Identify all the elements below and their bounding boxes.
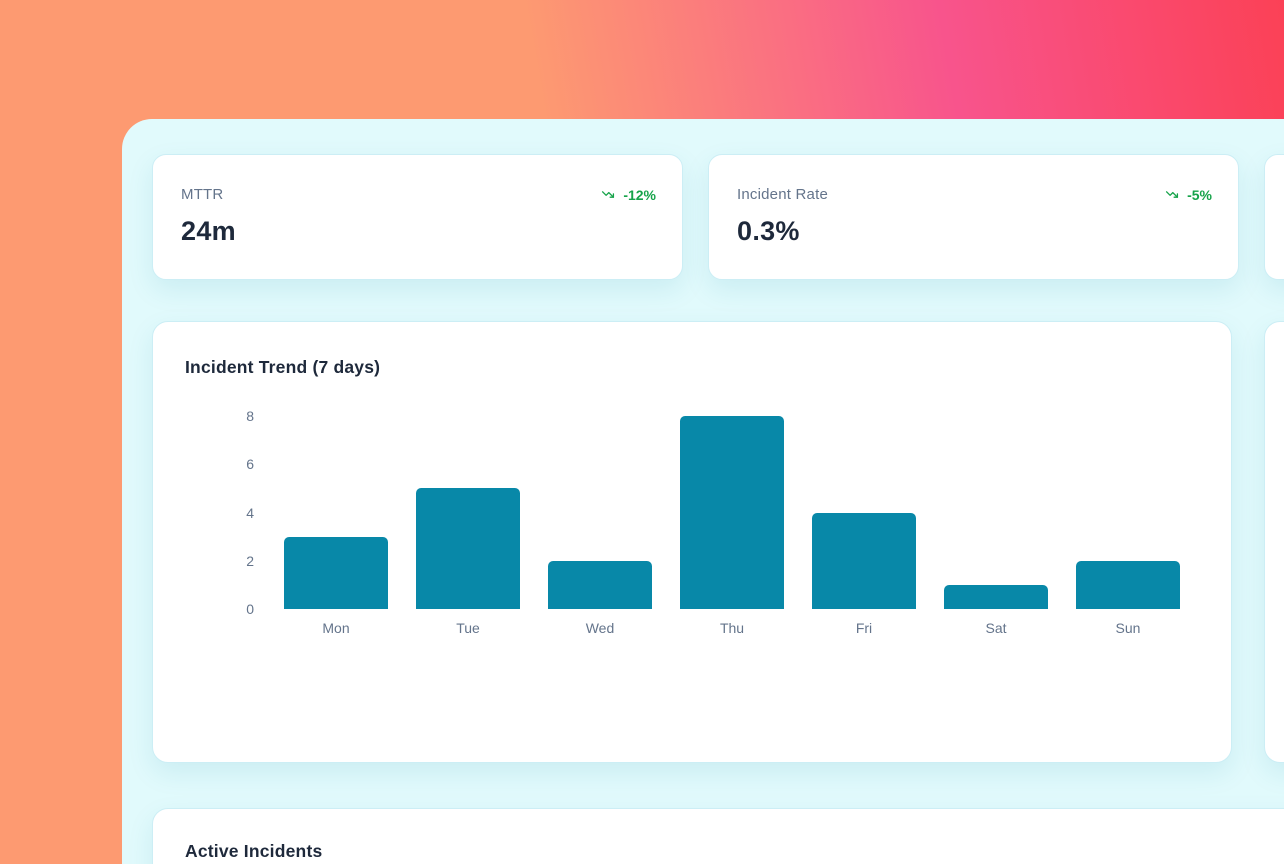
x-tick-wed: Wed bbox=[585, 620, 615, 636]
bar-wed bbox=[548, 560, 652, 609]
bar-sat bbox=[944, 584, 1048, 609]
kpi-card-clipped bbox=[1264, 154, 1284, 280]
bar-group-thu: Thu bbox=[680, 416, 784, 636]
y-tick: 4 bbox=[246, 504, 254, 521]
bar-group-sun: Sun bbox=[1076, 416, 1180, 636]
bar-group-wed: Wed bbox=[548, 416, 652, 636]
kpi-label: MTTR bbox=[181, 186, 224, 203]
bar-thu bbox=[680, 416, 784, 609]
kpi-card-header: MTTR -12% bbox=[181, 186, 656, 203]
y-tick: 8 bbox=[246, 408, 254, 424]
dashboard-panel: MTTR -12% 24m Incident Rate bbox=[122, 119, 1284, 864]
charts-row: Incident Trend (7 days) 8 6 4 2 0 Mon Tue Wed T… bbox=[152, 321, 1284, 763]
x-tick-thu: Thu bbox=[719, 620, 745, 636]
kpi-card-mttr: MTTR -12% 24m bbox=[152, 154, 683, 280]
kpi-card-incident-rate: Incident Rate -5% 0.3% bbox=[708, 154, 1239, 280]
kpi-trend-value: -5% bbox=[1187, 186, 1212, 203]
active-incidents-title: Active Incidents bbox=[185, 841, 323, 861]
trending-down-icon bbox=[1163, 188, 1181, 201]
bar-group-mon: Mon bbox=[284, 416, 388, 636]
bar-fri bbox=[812, 512, 916, 609]
bar-group-sat: Sat bbox=[944, 416, 1048, 636]
kpi-row: MTTR -12% 24m Incident Rate bbox=[152, 154, 1284, 280]
x-tick-sun: Sun bbox=[1115, 620, 1141, 636]
x-tick-tue: Tue bbox=[456, 620, 480, 636]
x-tick-fri: Fri bbox=[855, 620, 873, 636]
kpi-trend-value: -12% bbox=[623, 186, 656, 203]
chart-title: Incident Trend (7 days) bbox=[185, 357, 381, 377]
x-tick-sat: Sat bbox=[985, 620, 1007, 636]
incident-trend-chart-card: Incident Trend (7 days) 8 6 4 2 0 Mon Tue Wed T… bbox=[152, 321, 1232, 763]
bar-chart: 8 6 4 2 0 Mon Tue Wed Thu Fri Sat Sun bbox=[185, 408, 1231, 636]
bar-sun bbox=[1076, 560, 1180, 609]
x-tick-mon: Mon bbox=[322, 620, 350, 636]
active-incidents-card: Active Incidents bbox=[152, 808, 1284, 864]
bar-group-fri: Fri bbox=[812, 416, 916, 636]
y-tick: 2 bbox=[246, 552, 254, 569]
kpi-trend: -12% bbox=[599, 187, 656, 203]
bar-tue bbox=[416, 488, 520, 609]
kpi-value: 0.3% bbox=[737, 216, 800, 246]
kpi-label: Incident Rate bbox=[737, 186, 828, 203]
bar-mon bbox=[284, 536, 388, 609]
bar-plot: Mon Tue Wed Thu Fri Sat Sun bbox=[284, 416, 1180, 636]
kpi-trend: -5% bbox=[1163, 187, 1212, 203]
y-tick: 6 bbox=[246, 456, 254, 473]
y-tick: 0 bbox=[246, 601, 254, 617]
kpi-card-header: Incident Rate -5% bbox=[737, 186, 1212, 203]
trending-down-icon bbox=[599, 188, 617, 201]
bar-group-tue: Tue bbox=[416, 416, 520, 636]
side-chart-card-clipped bbox=[1264, 321, 1284, 763]
y-axis: 8 6 4 2 0 bbox=[185, 408, 254, 617]
kpi-value: 24m bbox=[181, 216, 236, 246]
